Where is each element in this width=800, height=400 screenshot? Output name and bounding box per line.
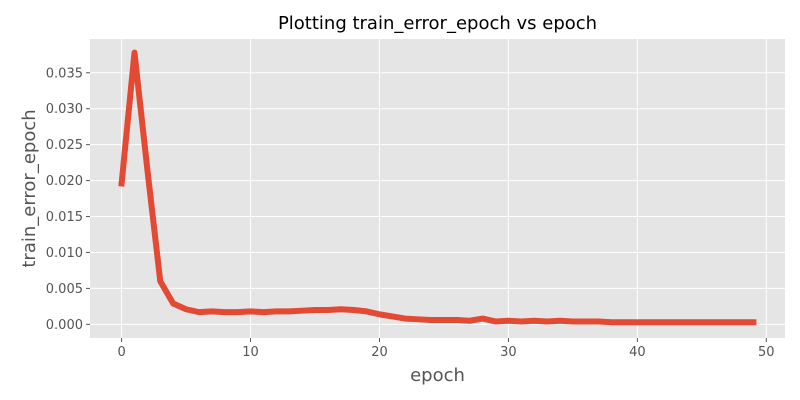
grid xyxy=(90,39,785,338)
chart-title: Plotting train_error_epoch vs epoch xyxy=(278,13,597,34)
x-tick-label: 0 xyxy=(117,345,125,360)
y-tick-label: 0.015 xyxy=(46,210,83,225)
x-tick-label: 40 xyxy=(629,345,646,360)
series-line xyxy=(118,49,757,326)
y-tick-label: 0.000 xyxy=(46,318,83,333)
y-axis-label: train_error_epoch xyxy=(19,109,40,267)
y-tick-label: 0.035 xyxy=(46,66,83,81)
series-group xyxy=(118,49,757,326)
x-tick-label: 20 xyxy=(371,345,388,360)
y-tick-label: 0.020 xyxy=(46,174,83,189)
x-tick-label: 10 xyxy=(242,345,259,360)
y-tick-label: 0.030 xyxy=(46,102,83,117)
x-tick-label: 50 xyxy=(758,345,775,360)
x-tick-label: 30 xyxy=(500,345,517,360)
y-ticks: 0.000 0.005 0.010 0.015 0.020 0.025 0.030 0.035 xyxy=(46,66,90,333)
y-tick-label: 0.005 xyxy=(46,282,83,297)
x-axis-label: epoch xyxy=(410,365,465,386)
y-tick-label: 0.025 xyxy=(46,138,83,153)
x-ticks: 0 10 20 30 40 50 xyxy=(117,338,775,360)
y-tick-label: 0.010 xyxy=(46,246,83,261)
plot-area xyxy=(90,39,785,338)
